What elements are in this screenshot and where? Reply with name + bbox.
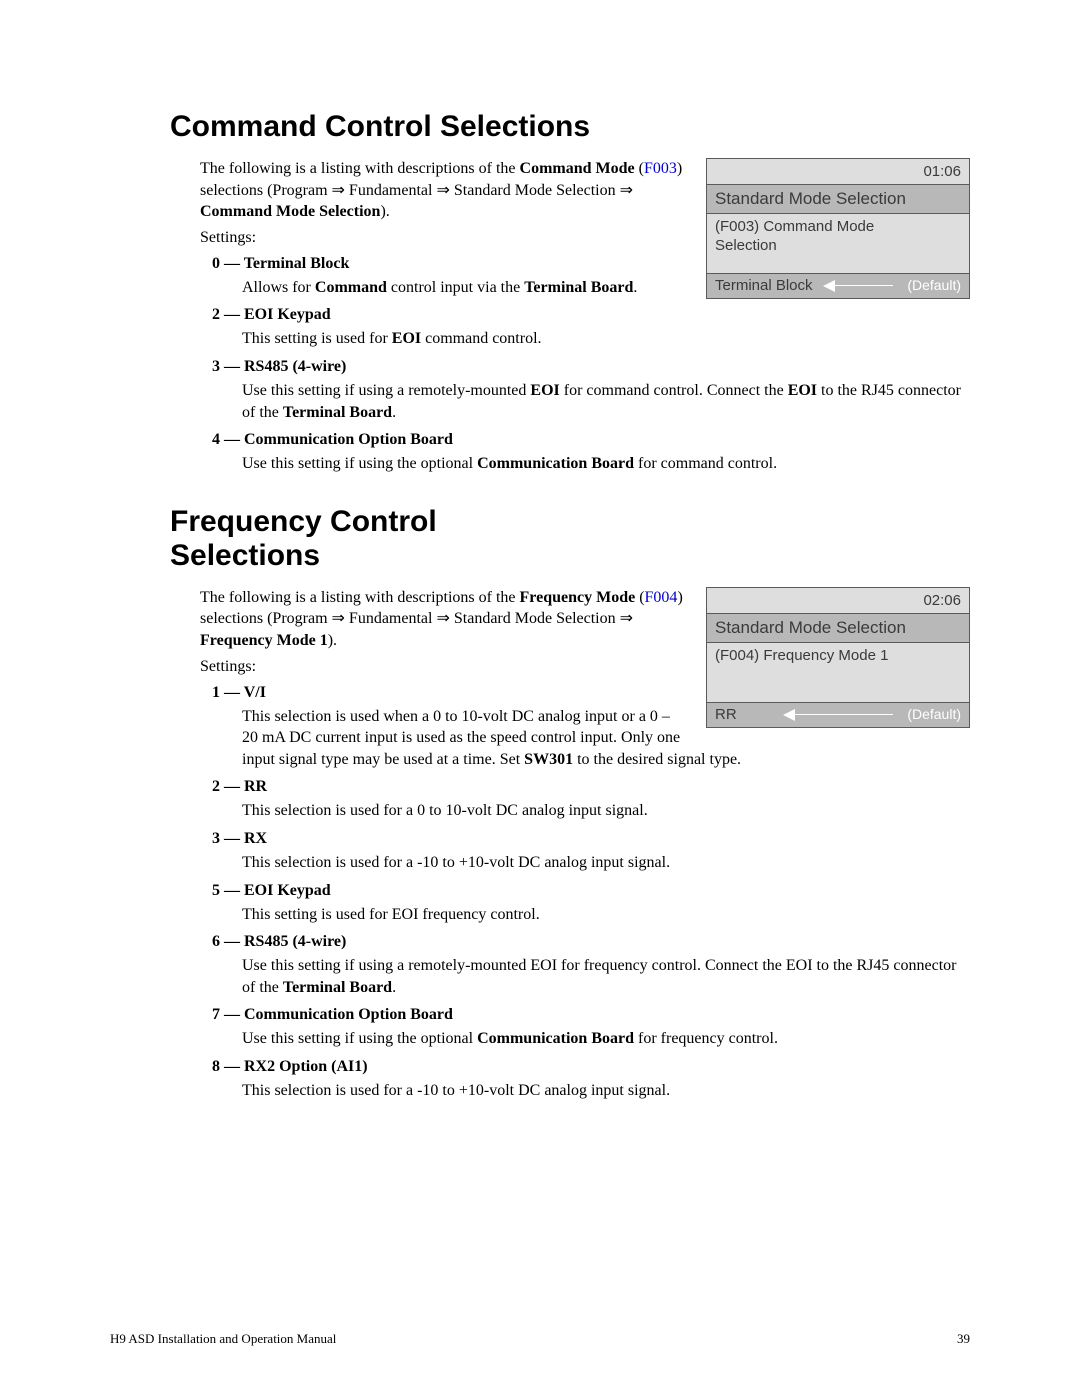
setting-desc: This selection is used for a 0 to 10-vol… [242,800,970,822]
setting-desc: This selection is used for a -10 to +10-… [242,1080,970,1102]
lcd-footer-left: RR [715,706,737,723]
setting-3-rx: 3 — RX This selection is used for a -10 … [212,830,970,874]
lcd-arrow-icon [783,709,893,721]
setting-title: 4 — Communication Option Board [212,431,970,449]
setting-desc: Use this setting if using the optional C… [242,453,970,475]
setting-title: 6 — RS485 (4-wire) [212,933,970,951]
intro-mode-label: Frequency Mode [520,589,636,606]
lcd-time: 01:06 [707,159,969,185]
desc-bold: Terminal Board [283,979,392,996]
lcd-header: Standard Mode Selection [707,614,969,643]
heading-frequency-control: Frequency Control Selections [170,505,570,573]
desc-bold: EOI [788,382,817,399]
setting-2: 2 — EOI Keypad This setting is used for … [212,306,970,350]
lcd-footer-default: (Default) [907,706,961,722]
setting-8-rx2: 8 — RX2 Option (AI1) This selection is u… [212,1058,970,1102]
desc-text: Use this setting if using the optional [242,1030,477,1047]
section1-body: 01:06 Standard Mode Selection (F003) Com… [200,158,970,475]
setting-title: 8 — RX2 Option (AI1) [212,1058,970,1076]
lcd-panel-command: 01:06 Standard Mode Selection (F003) Com… [706,158,970,299]
setting-desc: Use this setting if using the optional C… [242,1028,970,1050]
setting-title: 2 — RR [212,778,970,796]
setting-desc: This setting is used for EOI frequency c… [242,904,970,926]
desc-text: for frequency control. [634,1030,778,1047]
page-footer: H9 ASD Installation and Operation Manual… [110,1331,970,1347]
desc-text: for command control. Connect the [560,382,788,399]
desc-bold: Terminal Board [283,404,392,421]
intro-close: ). [380,203,389,220]
intro-text: The following is a listing with descript… [200,589,520,606]
lcd-body: (F003) Command Mode Selection [707,214,969,274]
lcd-body-line1: (F004) Frequency Mode 1 [715,647,888,664]
desc-text: for command control. [634,455,777,472]
intro-bold-tail: Command Mode Selection [200,203,380,220]
setting-desc: This setting is used for EOI command con… [242,328,970,350]
setting-6-rs485: 6 — RS485 (4-wire) Use this setting if u… [212,933,970,998]
section2: Frequency Control Selections 02:06 Stand… [170,505,970,1102]
desc-text: . [392,979,396,996]
setting-4: 4 — Communication Option Board Use this … [212,431,970,475]
desc-text: . [633,279,637,296]
intro-close: ). [328,632,337,649]
setting-7-comm: 7 — Communication Option Board Use this … [212,1006,970,1050]
intro-paren: ( [635,160,644,177]
desc-text: . [392,404,396,421]
lcd-time: 02:06 [707,588,969,614]
lcd-body-line1: (F003) Command Mode [715,218,874,235]
lcd-footer-left: Terminal Block [715,277,813,294]
desc-bold: Command [315,279,387,296]
setting-title: 2 — EOI Keypad [212,306,970,324]
intro-code-link[interactable]: F003 [644,160,677,177]
setting-desc: Use this setting if using a remotely-mou… [242,380,970,423]
setting-5-eoi: 5 — EOI Keypad This setting is used for … [212,882,970,926]
setting-title: 7 — Communication Option Board [212,1006,970,1024]
lcd-header: Standard Mode Selection [707,185,969,214]
lcd-footer-default: (Default) [907,277,961,293]
setting-desc: Use this setting if using a remotely-mou… [242,955,970,998]
footer-page-number: 39 [957,1331,970,1347]
lcd-arrow-icon [823,280,893,292]
desc-bold: SW301 [524,751,573,768]
lcd-panel-frequency: 02:06 Standard Mode Selection (F004) Fre… [706,587,970,728]
lcd-footer: Terminal Block (Default) [707,274,969,298]
heading-command-control: Command Control Selections [170,110,970,144]
desc-text: Use this setting if using a remotely-mou… [242,382,530,399]
desc-bold: Communication Board [477,455,634,472]
desc-text: Allows for [242,279,315,296]
lcd-footer: RR (Default) [707,703,969,727]
intro-text: The following is a listing with descript… [200,160,520,177]
desc-bold: EOI [530,382,559,399]
setting-desc: This selection is used for a -10 to +10-… [242,852,970,874]
desc-bold: EOI [392,330,421,347]
desc-text: control input via the [387,279,524,296]
intro-paren: ( [635,589,644,606]
intro-bold-tail: Frequency Mode 1 [200,632,328,649]
lcd-body-line2: Selection [715,237,777,254]
section2-body: 02:06 Standard Mode Selection (F004) Fre… [200,587,970,1102]
setting-title: 5 — EOI Keypad [212,882,970,900]
footer-manual-title: H9 ASD Installation and Operation Manual [110,1331,336,1346]
desc-text: Use this setting if using the optional [242,455,477,472]
lcd-body: (F004) Frequency Mode 1 [707,643,969,703]
desc-text: command control. [421,330,541,347]
setting-2-rr: 2 — RR This selection is used for a 0 to… [212,778,970,822]
desc-text: This setting is used for [242,330,392,347]
page: Command Control Selections 01:06 Standar… [0,0,1080,1397]
setting-3: 3 — RS485 (4-wire) Use this setting if u… [212,358,970,423]
setting-title: 3 — RX [212,830,970,848]
intro-mode-label: Command Mode [520,160,635,177]
desc-bold: Terminal Board [524,279,633,296]
desc-text: to the desired signal type. [573,751,741,768]
desc-bold: Communication Board [477,1030,634,1047]
setting-title: 3 — RS485 (4-wire) [212,358,970,376]
intro-code-link[interactable]: F004 [645,589,678,606]
